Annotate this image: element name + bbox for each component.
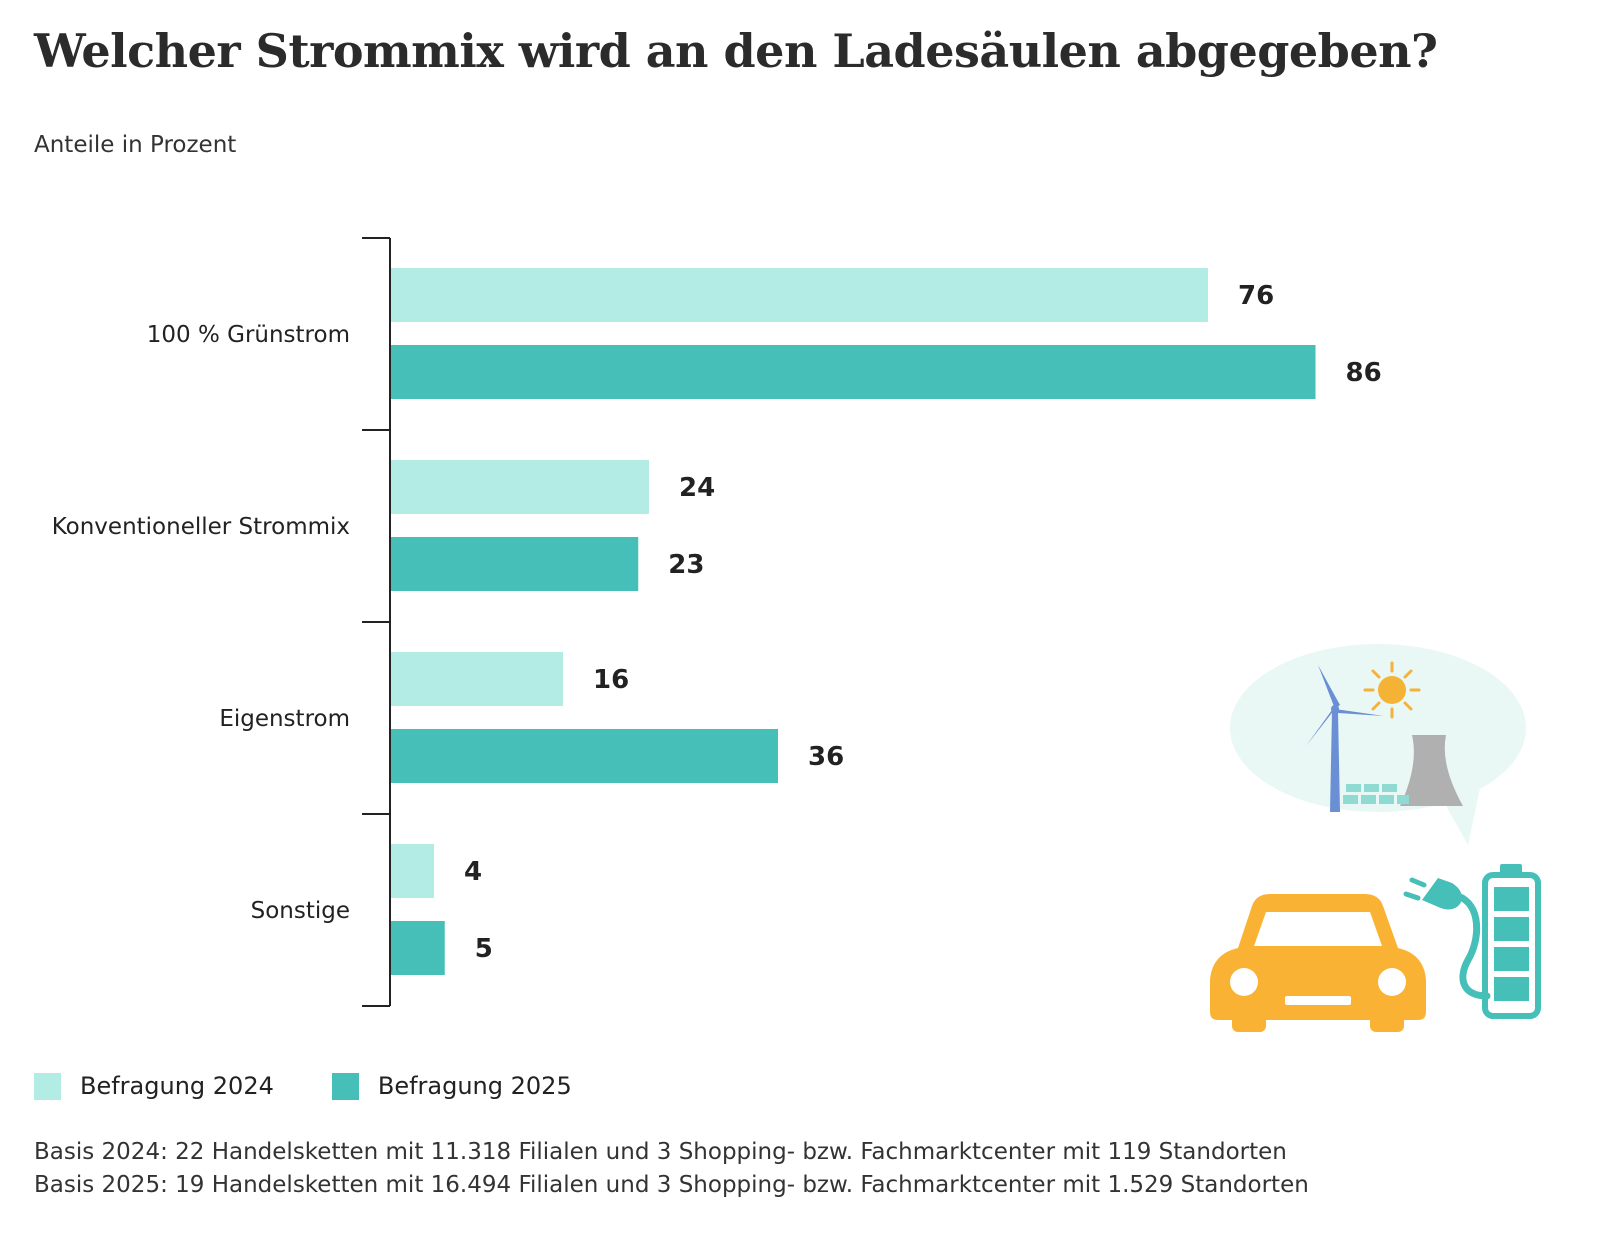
category-label: Sonstige — [251, 898, 350, 924]
chart-subtitle: Anteile in Prozent — [34, 132, 237, 158]
footnote-basis-2025: Basis 2025: 19 Handelsketten mit 16.494 … — [34, 1172, 1309, 1198]
data-label: 23 — [668, 550, 704, 580]
data-label: 4 — [464, 857, 482, 887]
chart-title: Welcher Strommix wird an den Ladesäulen … — [34, 24, 1438, 78]
bar-befragung-2024-1 — [391, 268, 1208, 322]
plug-icon — [1403, 877, 1491, 1000]
car-icon — [1210, 894, 1426, 1032]
category-label: 100 % Grünstrom — [147, 322, 350, 348]
data-label: 76 — [1238, 281, 1274, 311]
footnote-basis-2024: Basis 2024: 22 Handelsketten mit 11.318 … — [34, 1139, 1287, 1165]
category-axis — [362, 237, 391, 1007]
legend-swatch-2025 — [331, 1072, 359, 1100]
bar-befragung-2024-3 — [391, 652, 563, 706]
category-label: Eigenstrom — [219, 706, 350, 732]
legend-swatch-2024 — [34, 1072, 61, 1100]
bar-befragung-2025-2 — [391, 537, 639, 591]
bar-befragung-2025-4 — [391, 921, 445, 975]
data-label: 36 — [808, 742, 844, 772]
illustration — [1210, 644, 1541, 1032]
cooling-tower-icon — [1400, 735, 1463, 806]
chart-legend: Befragung 2024 Befragung 2025 — [34, 1072, 630, 1100]
bar-befragung-2025-1 — [391, 345, 1316, 399]
category-label: Konventioneller Strommix — [52, 514, 350, 540]
legend-item-2025: Befragung 2025 — [331, 1072, 572, 1100]
data-label: 16 — [593, 665, 629, 695]
bar-befragung-2025-3 — [391, 729, 778, 783]
bar-chart: 100 % Grünstrom 76 86 Konventioneller Strom… — [52, 237, 1541, 1032]
wind-turbine-icon — [1306, 665, 1384, 812]
bars-group — [391, 268, 1316, 975]
solar-panel-icon — [1343, 784, 1409, 804]
bar-befragung-2024-2 — [391, 460, 649, 514]
data-label: 86 — [1346, 358, 1382, 388]
footnote: Basis 2024: 22 Handelsketten mit 11.318 … — [34, 1136, 1309, 1202]
labels-group: 100 % Grünstrom 76 86 Konventioneller Strom… — [52, 281, 1382, 964]
legend-item-2024: Befragung 2024 — [34, 1072, 274, 1100]
bar-befragung-2024-4 — [391, 844, 434, 898]
data-label: 24 — [679, 473, 715, 503]
legend-label-2025: Befragung 2025 — [377, 1072, 572, 1100]
legend-label-2024: Befragung 2024 — [80, 1072, 274, 1100]
sun-icon — [1363, 661, 1421, 719]
data-label: 5 — [475, 934, 493, 964]
battery-icon — [1482, 864, 1541, 1019]
